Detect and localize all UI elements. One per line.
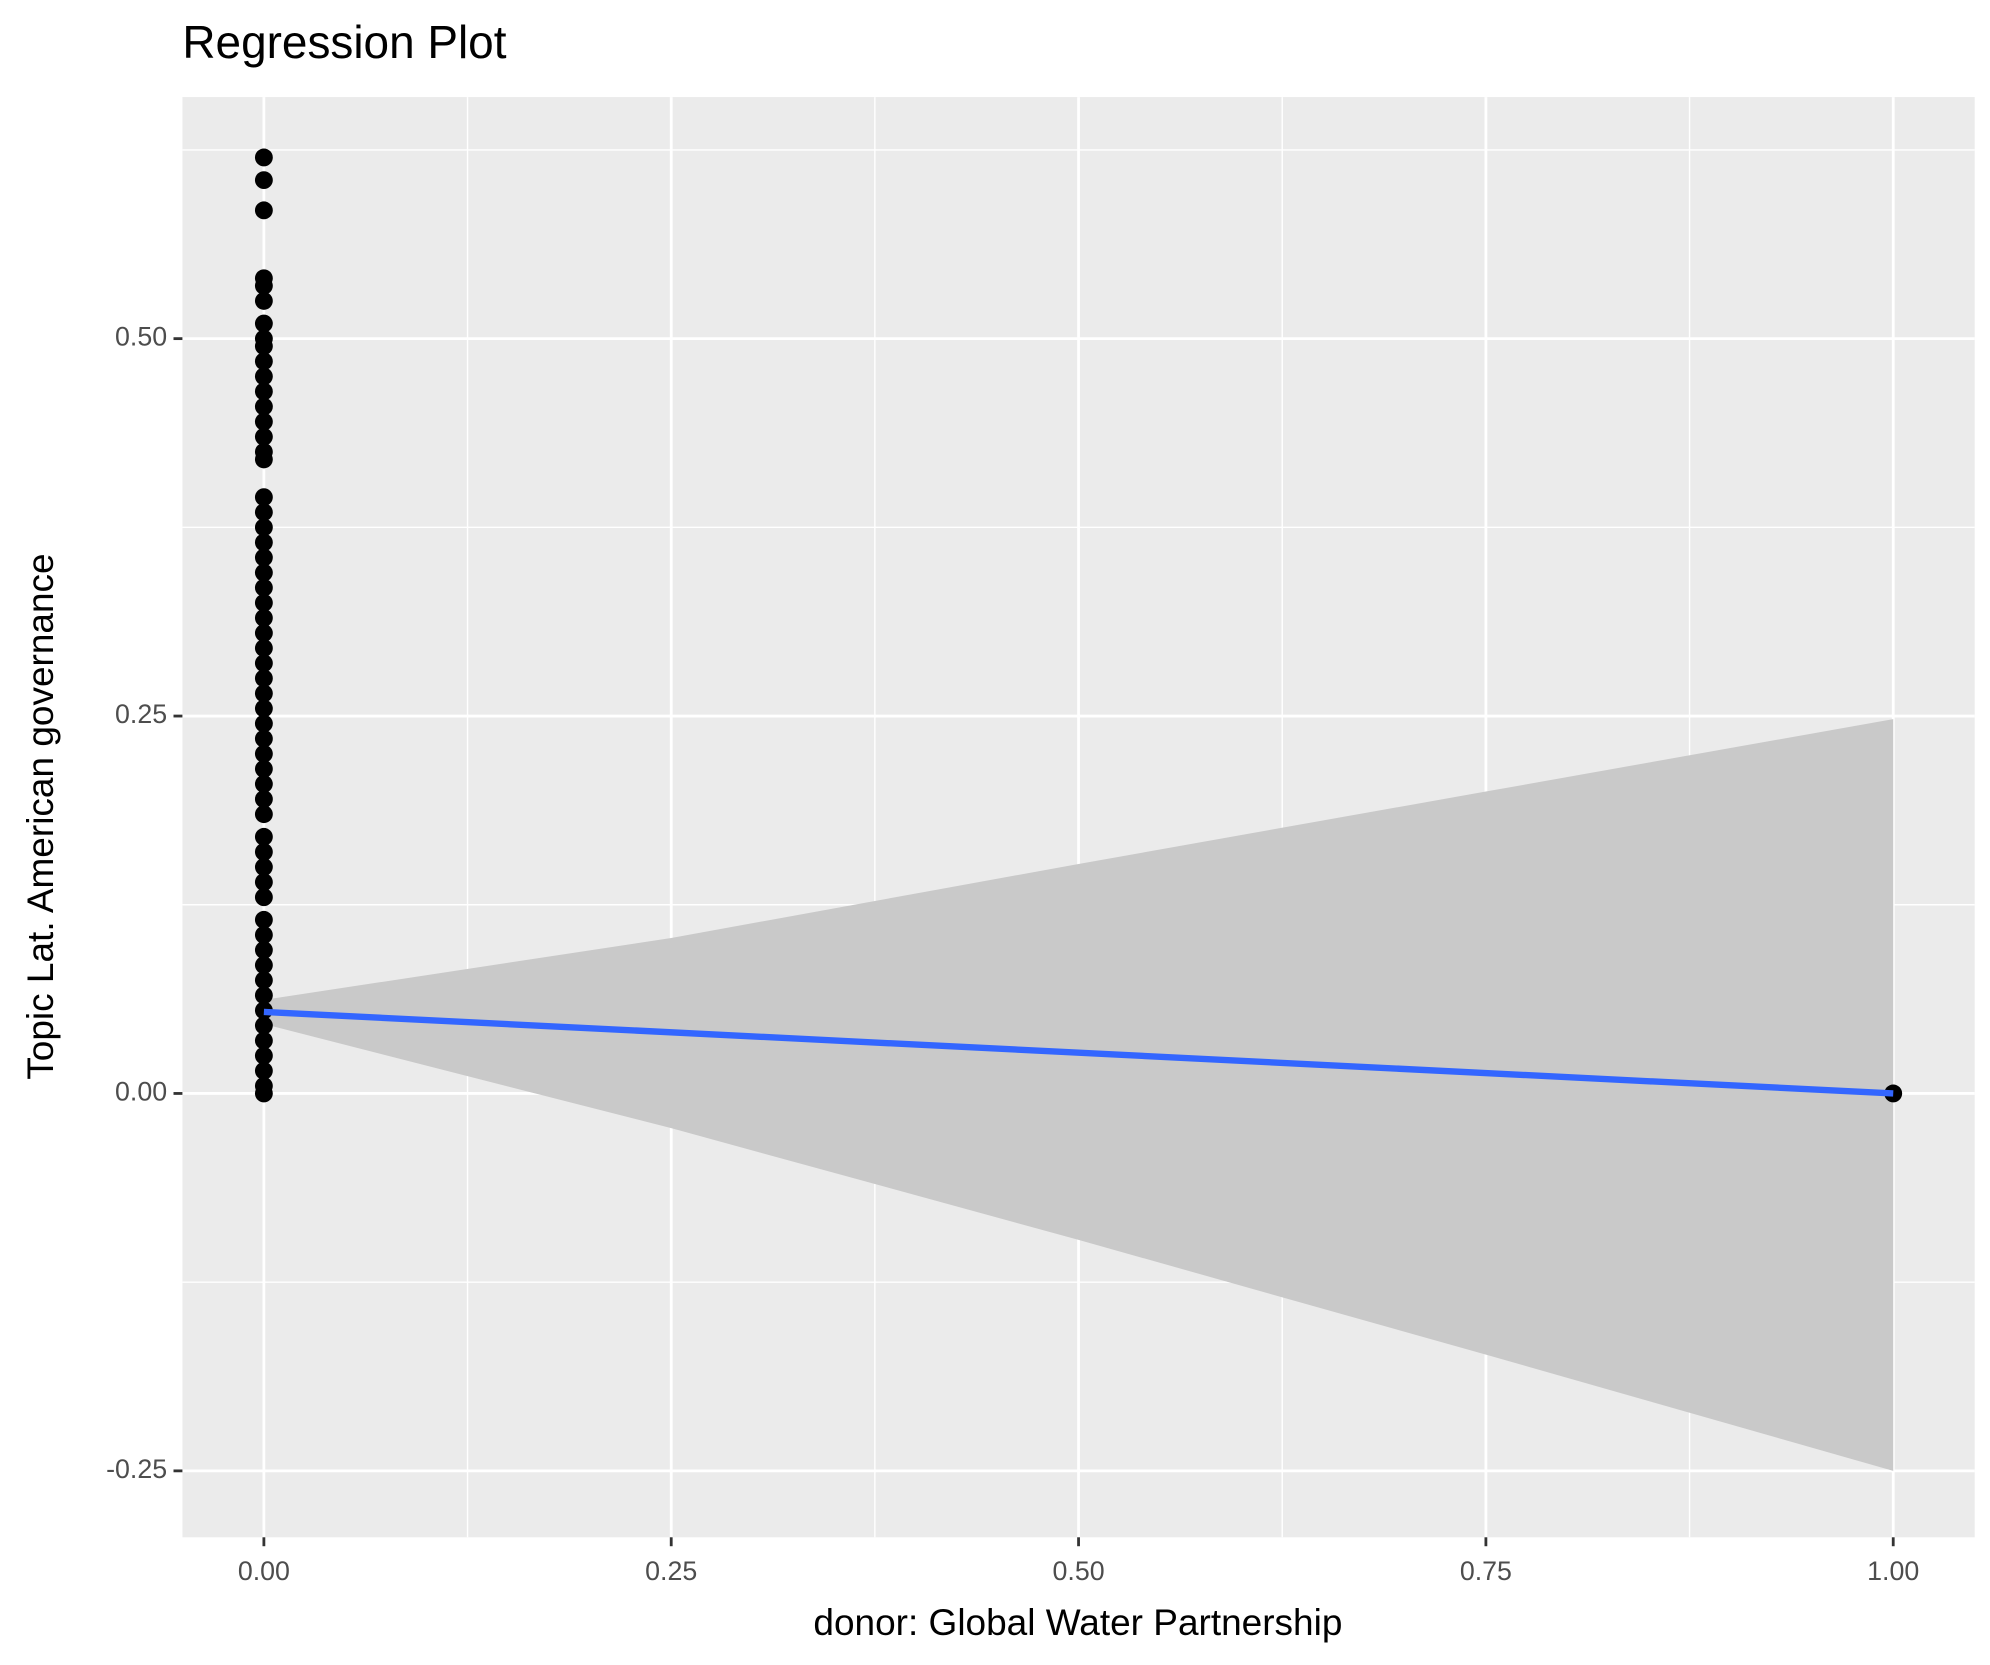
- point: [254, 639, 273, 658]
- point: [254, 148, 273, 167]
- marks: [254, 148, 1903, 1471]
- point: [254, 971, 273, 990]
- confidence-band: [263, 719, 1894, 1471]
- point: [254, 1084, 273, 1103]
- point: [254, 450, 273, 469]
- point: [254, 548, 273, 567]
- point: [254, 759, 273, 778]
- point: [254, 382, 273, 401]
- x-tick-label: 1.00: [1867, 1556, 1919, 1586]
- point: [254, 926, 273, 944]
- point: [254, 873, 273, 892]
- y-tick-label: 0.25: [115, 699, 167, 729]
- point: [254, 1061, 273, 1080]
- point: [254, 669, 273, 688]
- point: [254, 608, 273, 627]
- point: [254, 858, 273, 876]
- point: [254, 367, 273, 386]
- point: [254, 624, 273, 642]
- y-tick-label: 0.00: [115, 1077, 167, 1107]
- point: [254, 518, 273, 537]
- point: [254, 276, 273, 295]
- point: [254, 941, 273, 959]
- y-tick-label: 0.50: [115, 322, 167, 352]
- point: [254, 1046, 273, 1065]
- point: [254, 314, 273, 333]
- point: [254, 842, 273, 861]
- point: [254, 171, 273, 190]
- point: [254, 729, 273, 748]
- point: [254, 533, 273, 552]
- point: [254, 744, 273, 763]
- point: [254, 1016, 273, 1035]
- point: [254, 956, 273, 975]
- y-tick-label: -0.25: [106, 1454, 167, 1484]
- x-tick-label: 0.00: [238, 1556, 290, 1586]
- x-tick-label: 0.50: [1053, 1556, 1105, 1586]
- point: [254, 714, 273, 733]
- point: [254, 337, 273, 356]
- point: [254, 805, 273, 824]
- point: [254, 201, 273, 220]
- x-tick-label: 0.25: [645, 1556, 697, 1586]
- point: [254, 654, 273, 673]
- point: [254, 910, 273, 929]
- y-axis-title: Topic Lat. American governance: [20, 553, 61, 1079]
- point: [254, 412, 273, 431]
- regression-line: [263, 1008, 1894, 1097]
- point: [254, 827, 273, 846]
- point: [254, 397, 273, 416]
- point: [254, 503, 273, 522]
- point: [254, 427, 273, 446]
- point: [254, 775, 273, 793]
- point: [254, 488, 273, 507]
- point: [254, 684, 273, 703]
- point: [254, 291, 273, 310]
- chart-title: Regression Plot: [182, 16, 506, 68]
- point: [254, 578, 273, 597]
- x-tick-label: 0.75: [1460, 1556, 1512, 1586]
- x-axis-title: donor: Global Water Partnership: [813, 1602, 1342, 1643]
- point: [254, 593, 273, 612]
- point: [254, 790, 273, 809]
- point: [254, 352, 273, 371]
- point: [254, 563, 273, 582]
- point: [254, 1031, 273, 1050]
- point: [254, 699, 273, 718]
- point: [254, 888, 273, 907]
- point: [254, 986, 273, 1005]
